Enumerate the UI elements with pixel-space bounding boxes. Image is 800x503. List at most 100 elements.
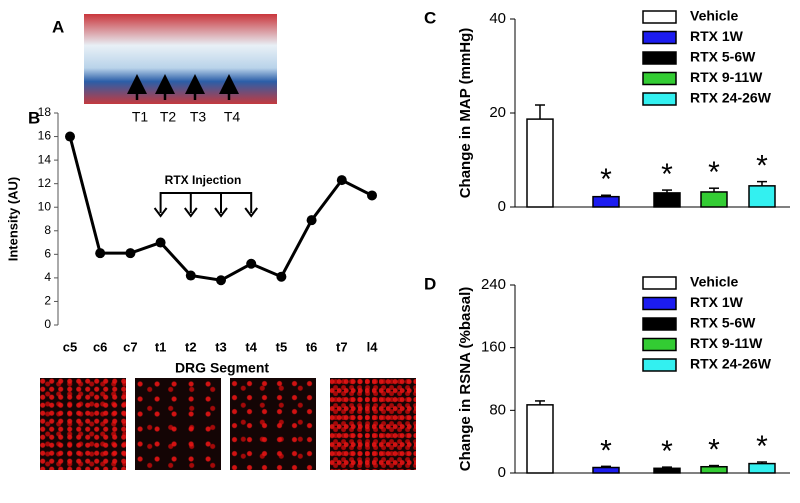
- x-tick-label: t7: [336, 339, 348, 354]
- bar: [653, 467, 681, 474]
- y-tick-label: 0: [498, 464, 506, 481]
- y-tick-label: 14: [38, 152, 52, 166]
- x-tick-label: c6: [93, 339, 107, 354]
- arrow-head: [214, 207, 228, 218]
- micrograph: [135, 378, 221, 470]
- y-tick-label: 2: [44, 294, 51, 308]
- x-tick-label: c7: [123, 339, 137, 354]
- data-point: [276, 271, 287, 282]
- y-tick-label: 20: [489, 104, 506, 121]
- significance-marker: *: [708, 156, 720, 189]
- bar: [526, 118, 554, 208]
- legend-label: Vehicle: [690, 8, 738, 24]
- panel-label: D: [424, 274, 436, 293]
- legend-swatch: [642, 296, 677, 311]
- spinal-cord-photo: [84, 14, 277, 104]
- annotation: RTX Injection: [165, 173, 242, 187]
- bar: [700, 191, 728, 208]
- legend-label: RTX 9-11W: [690, 69, 763, 85]
- legend-label: RTX 24-26W: [690, 356, 772, 372]
- arrow-head: [153, 207, 168, 218]
- legend-label: RTX 1W: [690, 28, 744, 44]
- significance-marker: *: [708, 433, 720, 466]
- data-point: [65, 131, 75, 142]
- significance-marker: *: [600, 163, 612, 196]
- injection-bracket: [159, 192, 253, 213]
- data-point: [336, 175, 347, 186]
- y-tick-label: 12: [38, 176, 52, 190]
- data-point: [185, 270, 196, 281]
- significance-marker: *: [661, 435, 673, 468]
- legend-swatch: [642, 71, 677, 86]
- micrograph: [330, 378, 416, 470]
- x-tick-label: t1: [155, 339, 167, 354]
- x-tick-label: c5: [63, 339, 77, 354]
- y-tick-label: 0: [498, 198, 506, 215]
- arrow-head: [184, 207, 198, 218]
- y-tick-label: 6: [44, 247, 51, 261]
- y-tick-label: 80: [489, 401, 506, 418]
- y-tick-label: 18: [38, 105, 52, 119]
- vertebra-label: T3: [190, 109, 207, 125]
- bar: [526, 404, 554, 474]
- legend-swatch: [642, 30, 677, 45]
- x-tick-label: t2: [185, 339, 197, 354]
- x-tick-label: t5: [276, 339, 288, 354]
- x-tick-label: t4: [245, 339, 257, 354]
- significance-marker: *: [661, 158, 673, 191]
- legend-swatch: [642, 337, 677, 352]
- y-tick-label: 4: [44, 270, 51, 284]
- legend-label: RTX 5-6W: [690, 315, 756, 331]
- significance-marker: *: [756, 150, 768, 183]
- legend-swatch: [642, 358, 677, 372]
- significance-marker: *: [600, 434, 612, 467]
- y-tick-label: 240: [481, 276, 506, 293]
- bar: [748, 185, 776, 208]
- bar: [700, 465, 728, 474]
- significance-marker: *: [756, 430, 768, 463]
- legend-swatch: [642, 51, 677, 65]
- y-tick-label: 10: [38, 199, 52, 213]
- y-axis-title: Change in RSNA (%basal): [457, 287, 474, 471]
- data-point: [306, 215, 317, 226]
- micrograph: [40, 378, 126, 470]
- data-point: [367, 190, 377, 201]
- data-point: [125, 248, 136, 259]
- legend-swatch: [642, 92, 677, 106]
- panel-label: B: [28, 108, 40, 127]
- y-tick-label: 160: [481, 339, 506, 356]
- legend-swatch: [642, 276, 677, 290]
- legend-label: RTX 1W: [690, 294, 744, 310]
- data-point: [95, 248, 106, 259]
- data-point: [246, 258, 257, 269]
- panel-label: C: [424, 8, 436, 27]
- x-tick-label: l4: [367, 339, 379, 354]
- data-point: [216, 275, 226, 286]
- micrograph: [230, 378, 316, 470]
- legend-label: RTX 5-6W: [690, 49, 756, 65]
- arrow-head: [244, 207, 258, 218]
- bar: [592, 195, 620, 208]
- panel-label: A: [52, 17, 64, 36]
- vertebra-label: T4: [224, 109, 241, 125]
- x-tick-label: t3: [215, 339, 227, 354]
- y-axis-title: Change in MAP (mmHg): [457, 28, 474, 199]
- bar: [748, 462, 776, 474]
- x-tick-label: t6: [306, 339, 318, 354]
- y-axis-title: Intensity (AU): [5, 177, 20, 262]
- y-tick-label: 16: [38, 129, 52, 143]
- legend-swatch: [642, 317, 677, 331]
- legend-swatch: [642, 10, 677, 24]
- vertebra-label: T2: [160, 109, 177, 125]
- legend-label: RTX 24-26W: [690, 90, 772, 106]
- x-axis-title: DRG Segment: [175, 360, 269, 376]
- legend-label: Vehicle: [690, 274, 738, 290]
- legend-label: RTX 9-11W: [690, 335, 763, 351]
- y-tick-label: 40: [489, 10, 506, 27]
- y-tick-label: 0: [44, 317, 51, 331]
- vertebra-label: T1: [132, 109, 149, 125]
- data-point: [155, 237, 166, 248]
- bar: [592, 466, 620, 474]
